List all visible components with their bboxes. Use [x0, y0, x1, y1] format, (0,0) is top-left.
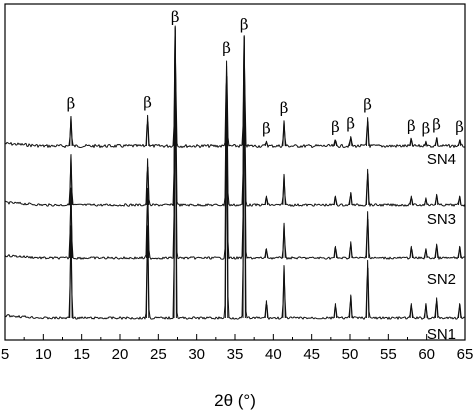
peak-sn4-1 [145, 114, 150, 147]
peak-sn1-8 [349, 294, 353, 319]
peak-sn1-4 [242, 35, 246, 319]
x-tick-label-45: 45 [303, 346, 320, 363]
peak-sn2-8 [349, 241, 353, 259]
x-tick-label-30: 30 [188, 346, 205, 363]
peak-label-10: β [407, 117, 416, 135]
peak-sn1-6 [282, 265, 286, 319]
peak-label-7: β [331, 118, 340, 136]
peak-label-0: β [67, 95, 76, 113]
peak-sn4-5 [264, 140, 269, 147]
peak-sn4-6 [282, 120, 286, 147]
peak-sn2-13 [457, 245, 462, 259]
peak-sn1-1 [145, 225, 150, 319]
peak-sn4-9 [365, 117, 370, 147]
x-tick-label-20: 20 [112, 346, 129, 363]
peak-sn1-3 [224, 81, 229, 319]
peak-sn1-2 [173, 29, 177, 319]
peak-sn1-13 [457, 303, 462, 319]
x-tick-label-15: 15 [73, 346, 90, 363]
x-tick-label-55: 55 [380, 346, 397, 363]
series-label-sn1: SN1 [427, 326, 456, 343]
x-tick-label-5: 5 [1, 346, 9, 363]
peak-sn3-12 [434, 193, 439, 206]
x-tick-label-65: 65 [457, 346, 474, 363]
peak-sn3-8 [349, 192, 353, 206]
peak-sn4-10 [409, 138, 414, 147]
peak-sn2-0 [69, 187, 73, 259]
peak-sn2-12 [434, 243, 439, 259]
plot-frame [4, 3, 466, 341]
peak-sn4-8 [349, 136, 353, 147]
peak-sn2-10 [409, 245, 414, 259]
peak-sn4-11 [424, 140, 428, 147]
peak-sn3-5 [264, 195, 269, 206]
peak-label-8: β [346, 115, 355, 133]
peak-sn3-10 [409, 195, 414, 206]
peak-sn4-13 [457, 139, 462, 147]
peak-label-9: β [363, 96, 372, 114]
peak-sn2-9 [365, 211, 370, 259]
series-label-sn2: SN2 [427, 271, 456, 288]
series-label-sn3: SN3 [427, 211, 456, 228]
peak-label-6: β [280, 99, 289, 117]
peak-sn1-12 [434, 297, 439, 319]
x-axis-label: 2θ (°) [214, 391, 256, 410]
x-tick-label-25: 25 [150, 346, 167, 363]
peak-label-12: β [432, 116, 441, 134]
series-label-sn4: SN4 [427, 151, 456, 168]
peak-sn4-12 [434, 137, 439, 147]
peak-sn3-9 [365, 168, 370, 206]
axis-group: 5 10 15 20 25 30 35 40 45 50 55 60 65 [1, 334, 474, 363]
traces-group: SN4 SN3 SN2 SN1 [4, 25, 466, 343]
x-tick-label-50: 50 [342, 346, 359, 363]
peak-sn2-6 [282, 222, 286, 259]
peak-sn1-7 [333, 303, 338, 319]
trace-sn3 [4, 34, 466, 207]
trace-sn4 [4, 34, 466, 149]
peak-label-2: β [171, 8, 180, 26]
x-tick-label-40: 40 [265, 346, 282, 363]
peak-sn3-7 [333, 195, 338, 206]
trace-sn2 [4, 35, 466, 260]
peak-sn1-9 [365, 259, 370, 319]
peak-label-3: β [222, 39, 231, 57]
x-tick-label-35: 35 [227, 346, 244, 363]
peak-sn1-10 [409, 303, 414, 319]
peak-label-13: β [455, 118, 464, 136]
peak-label-11: β [422, 119, 431, 137]
peak-sn3-11 [424, 197, 428, 206]
peak-sn2-5 [264, 248, 269, 259]
peak-label-1: β [143, 93, 152, 111]
peak-sn3-0 [69, 154, 73, 206]
peak-label-4: β [240, 15, 249, 33]
peak-sn3-13 [457, 195, 462, 206]
peak-sn3-1 [145, 158, 150, 206]
x-tick-label-60: 60 [418, 346, 435, 363]
peak-label-5: β [262, 119, 271, 137]
peak-sn3-6 [282, 174, 286, 206]
peak-sn1-0 [69, 225, 73, 319]
peak-sn2-7 [333, 245, 338, 259]
x-tick-label-10: 10 [35, 346, 52, 363]
peak-sn4-0 [69, 116, 73, 147]
peak-sn2-11 [424, 248, 428, 259]
peak-sn4-7 [333, 139, 338, 147]
peak-sn2-1 [145, 187, 150, 259]
trace-sn1 [4, 43, 466, 320]
peak-sn1-11 [424, 303, 428, 319]
peak-sn1-5 [264, 300, 269, 319]
